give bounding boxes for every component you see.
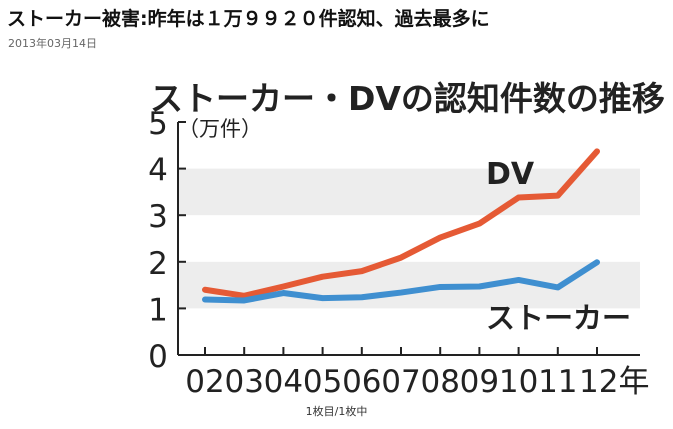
article-headline: ストーカー被害:昨年は１万９９２０件認知、過去最多に — [7, 8, 490, 30]
x-tick-label: 08 — [420, 364, 459, 400]
series-line-dv — [202, 148, 600, 299]
grid-bands — [178, 168, 640, 309]
x-tick-label: 10 — [499, 364, 538, 400]
x-tick-label: 04 — [264, 364, 303, 400]
x-tick-label: 11 — [538, 364, 577, 400]
chart-title: ストーカー・DVの認知件数の推移 — [150, 79, 665, 118]
x-tick-label: 03 — [224, 364, 263, 400]
image-caption: 1枚目/1枚中 — [305, 405, 368, 418]
series-label-dv: DV — [486, 157, 535, 192]
y-tick-label: 2 — [148, 246, 168, 282]
x-tick-label: 12年 — [579, 364, 649, 400]
article-date: 2013年03月14日 — [8, 37, 97, 50]
y-tick-label: 1 — [148, 292, 168, 328]
series-line-stalker — [202, 259, 600, 304]
grid-band — [178, 168, 640, 216]
x-tick-label: 05 — [303, 364, 342, 400]
series-label-stalker: ストーカー — [486, 301, 631, 335]
y-tick-label: 0 — [148, 339, 168, 375]
x-tick-label: 07 — [381, 364, 420, 400]
y-tick-label: 4 — [148, 153, 168, 189]
y-tick-label: 5 — [148, 106, 168, 142]
y-axis-label: （万件） — [178, 117, 262, 141]
y-tick-label: 3 — [148, 199, 168, 235]
x-tick-label: 09 — [460, 364, 499, 400]
x-tick-label: 02 — [185, 364, 224, 400]
x-tick-label: 06 — [342, 364, 381, 400]
